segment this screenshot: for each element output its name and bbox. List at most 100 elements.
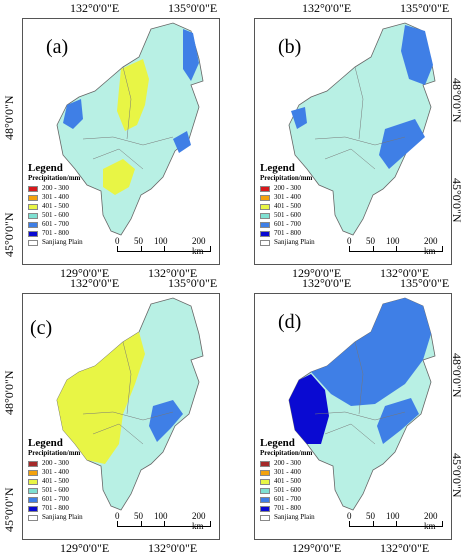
scale-tick: 100 [386,236,400,246]
legend-item: 501 - 600 [260,486,315,495]
legend-swatch [260,514,270,521]
legend-item: 401 - 500 [28,202,83,211]
region-601-700-w [291,107,307,129]
legend-item: 401 - 500 [28,477,83,486]
legend-swatch [260,194,270,201]
legend-item: 601 - 700 [28,220,83,229]
legend-item: Sanjiang Plain [260,238,315,247]
map-panel-a: 132°0'0"E 135°0'0"E 48°0'0"N 45°0'0"N (a… [0,0,232,280]
legend-swatch [28,478,38,485]
legend-item: 200 - 300 [28,184,83,193]
region-401-500 [57,332,145,464]
legend-label: Sanjiang Plain [274,238,315,246]
map-panel-d: 132°0'0"E 135°0'0"E 48°0'0"N 45°0'0"N (d… [232,275,464,555]
bottom-tick-1: 129°0'0"E [60,266,110,280]
scale-line [349,246,443,252]
map-frame [22,293,220,540]
legend-item: 701 - 800 [28,229,83,238]
legend-title: Legend [260,162,295,174]
bottom-tick-2: 132°0'0"E [148,541,198,555]
legend-label: 401 - 500 [274,202,301,210]
bottom-tick-1: 129°0'0"E [292,266,342,280]
legend-label: 601 - 700 [42,220,69,228]
top-tick-1: 132°0'0"E [302,1,352,15]
legend-label: 601 - 700 [274,495,301,503]
top-tick-2: 135°0'0"E [400,276,450,290]
map-frame [254,18,452,265]
district-lines [82,66,174,170]
bottom-tick-2: 132°0'0"E [380,266,430,280]
bottom-tick-2: 132°0'0"E [380,541,430,555]
legend-item: 301 - 400 [260,193,315,202]
legend: Legend Precipitation/mm 200 - 300 301 - … [28,162,83,247]
panel-label: (d) [278,311,302,333]
legend-item: Sanjiang Plain [28,238,83,247]
legend-label: Sanjiang Plain [42,238,83,246]
map-graphic [56,22,204,236]
legend-swatch [28,505,38,512]
legend-item: 200 - 300 [28,459,83,468]
map-graphic [56,297,204,511]
region-601-700-se [149,400,183,442]
region-401-500 [117,59,149,131]
legend-label: Sanjiang Plain [274,513,315,521]
panel-label: (b) [278,36,302,58]
legend-item: 501 - 600 [260,211,315,220]
legend-item: 200 - 300 [260,184,315,193]
legend-swatch [28,203,38,210]
legend-label: 501 - 600 [274,486,301,494]
scale-bar: 0 50 100 200 km [346,236,446,256]
legend-label: 200 - 300 [274,184,301,192]
legend-title: Legend [28,437,63,449]
scale-tick: 50 [134,236,143,246]
region-601-700-ne [183,29,199,81]
scale-tick: 0 [115,511,120,521]
legend-swatch [28,185,38,192]
legend: Legend Precipitation/mm 200 - 300 301 - … [260,162,315,247]
region-601-700-e [173,131,191,153]
legend-label: 701 - 800 [42,229,69,237]
legend-label: Sanjiang Plain [42,513,83,521]
legend-label: 701 - 800 [274,229,301,237]
bottom-tick-2: 132°0'0"E [148,266,198,280]
legend-title: Legend [28,162,63,174]
legend-swatch [260,478,270,485]
legend-item: 301 - 400 [28,193,83,202]
legend-label: 601 - 700 [42,495,69,503]
bottom-tick-1: 129°0'0"E [292,541,342,555]
legend-label: 200 - 300 [274,459,301,467]
legend-label: 200 - 300 [42,184,69,192]
legend-label: 501 - 600 [274,211,301,219]
legend-label: 200 - 300 [42,459,69,467]
legend-swatch [260,487,270,494]
map-panel-b: 132°0'0"E 135°0'0"E 48°0'0"N 45°0'0"N (b… [232,0,464,280]
legend-swatch [28,212,38,219]
legend-item: 601 - 700 [260,495,315,504]
legend-title: Legend [260,437,295,449]
scale-tick: 100 [386,511,400,521]
top-tick-1: 132°0'0"E [70,1,120,15]
legend-item: 301 - 400 [28,468,83,477]
legend-swatch [28,194,38,201]
map-frame [254,293,452,540]
scale-tick: 0 [115,236,120,246]
legend: Legend Precipitation/mm 200 - 300 301 - … [260,437,315,522]
region-601-700-se [379,119,425,169]
bottom-tick-1: 129°0'0"E [60,541,110,555]
legend-swatch [260,185,270,192]
legend-swatch [28,239,38,246]
legend-item: 701 - 800 [260,229,315,238]
top-tick-2: 135°0'0"E [168,1,218,15]
top-tick-1: 132°0'0"E [70,276,120,290]
scale-line [117,521,211,527]
legend-item: 701 - 800 [260,504,315,513]
panel-label: (c) [30,317,53,339]
legend-item: 601 - 700 [260,220,315,229]
map-frame [22,18,220,265]
legend-swatch [28,469,38,476]
sanjiang-plain-outline [288,22,436,236]
legend-item: 401 - 500 [260,202,315,211]
scale-bar: 0 50 100 200 km [114,236,214,256]
top-tick-1: 132°0'0"E [302,276,352,290]
region-701-800 [289,374,329,444]
